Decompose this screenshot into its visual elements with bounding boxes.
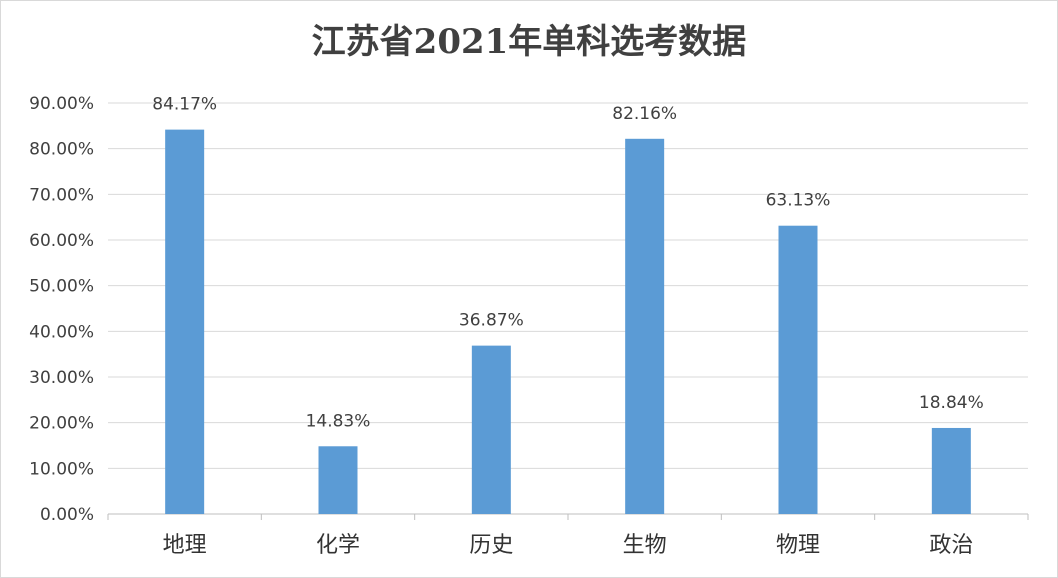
data-label: 36.87% [459,311,524,331]
x-category-label: 历史 [469,533,513,558]
x-category-label: 生物 [623,533,667,558]
data-label: 14.83% [306,411,371,431]
bar-1 [165,129,205,515]
bar-3 [471,345,511,514]
x-category-label: 政治 [929,533,973,558]
y-tick-label: 40.00% [29,322,94,342]
y-tick-label: 50.00% [29,277,94,297]
y-tick-label: 90.00% [29,94,94,114]
data-label: 84.17% [152,95,217,115]
x-category-label: 地理 [163,533,207,558]
chart-title: 江苏省2021年单科选考数据 [311,22,747,62]
bar-4 [625,138,665,514]
data-label: 63.13% [766,191,831,211]
x-category-label: 物理 [776,533,820,558]
y-tick-label: 20.00% [29,414,94,434]
x-category-label: 化学 [316,533,360,558]
data-label: 82.16% [612,104,677,124]
y-tick-label: 10.00% [29,459,94,479]
y-tick-label: 80.00% [29,140,94,160]
y-tick-label: 60.00% [29,231,94,251]
bar-5 [778,225,818,514]
bar-6 [931,427,971,514]
y-tick-label: 30.00% [29,368,94,388]
y-tick-label: 0.00% [40,505,94,525]
bar-2 [318,446,358,514]
data-label: 18.84% [919,393,984,413]
y-tick-label: 70.00% [29,185,94,205]
